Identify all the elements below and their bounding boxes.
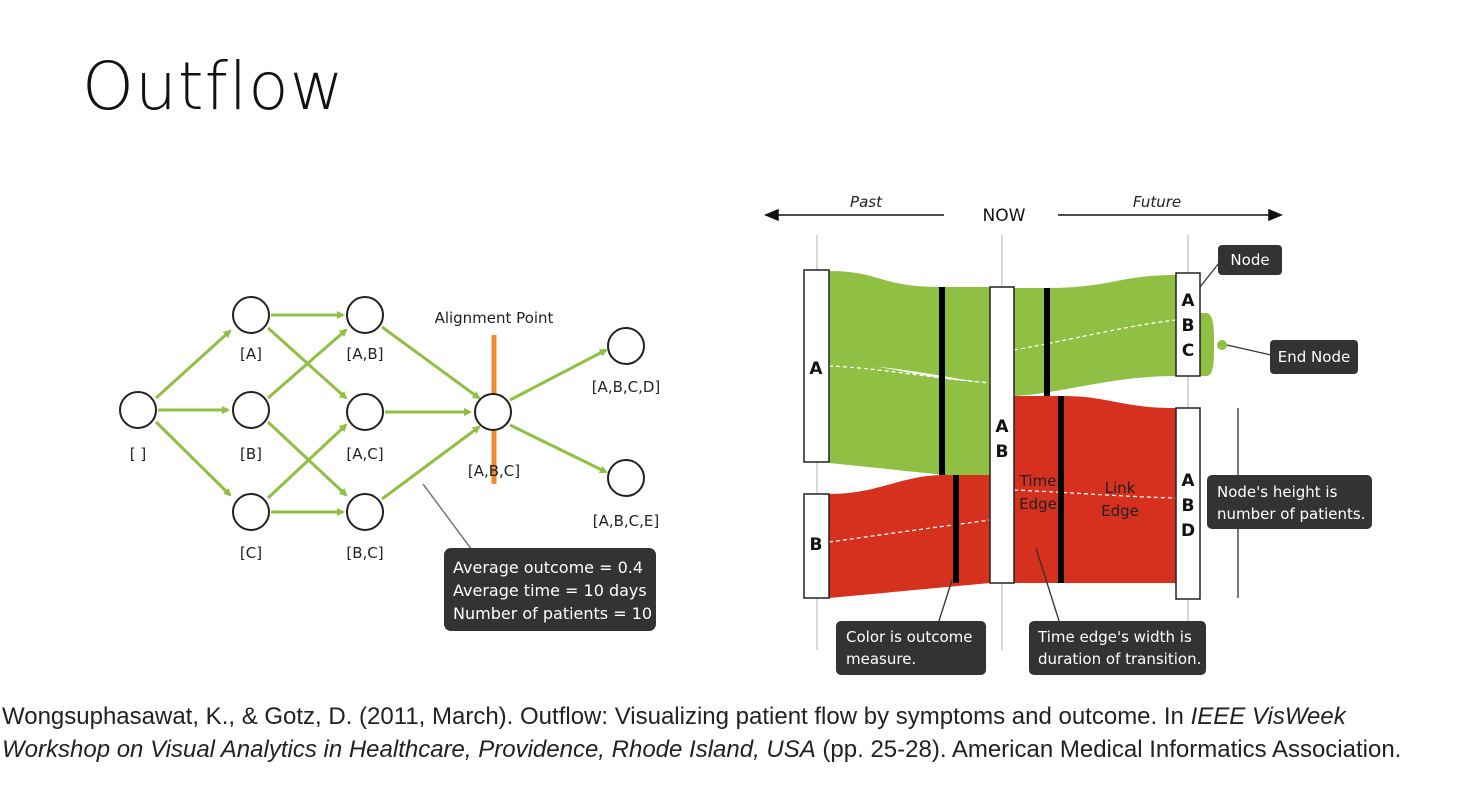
node-b-label: B xyxy=(810,535,823,555)
node-callout-text: Node xyxy=(1230,251,1269,269)
node-ab-box xyxy=(989,286,1015,584)
citation-venue: IEEE VisWeek Workshop on Visual Analytic… xyxy=(2,703,1346,763)
node-abce-label: [A,B,C,E] xyxy=(593,512,660,530)
node-abc-label-1: A xyxy=(1181,291,1195,311)
edge-c-ac xyxy=(266,423,348,500)
node-abc-label: [A,B,C] xyxy=(468,462,520,480)
node-abcd-label: [A,B,C,D] xyxy=(592,378,661,396)
time-edge-bar-a xyxy=(939,287,945,475)
width-callout-line-1: Time edge's width is xyxy=(1037,628,1192,646)
node-abc-label-3: C xyxy=(1182,341,1194,361)
center-line-b xyxy=(828,519,991,543)
node-b-box xyxy=(803,493,830,599)
citation-part-2: (pp. 25-28). American Medical Informatic… xyxy=(815,736,1402,763)
edge-abc-abce xyxy=(509,423,608,474)
citation-part-1: Wongsuphasawat, K., & Gotz, D. (2011, Ma… xyxy=(2,703,1191,730)
slide-title: Outflow xyxy=(82,48,345,125)
time-edge-label-1: Time xyxy=(1019,472,1057,490)
node-a-label: [A] xyxy=(240,345,262,363)
past-arrow-head xyxy=(764,208,779,222)
flow-ab-to-abd-red xyxy=(1014,396,1176,583)
alignment-point-label: Alignment Point xyxy=(435,309,554,327)
node-height-callout-line-1: Node's height is xyxy=(1217,483,1338,501)
center-line-a xyxy=(828,365,991,384)
node-abc-box xyxy=(1175,272,1201,377)
color-callout-line-1: Color is outcome xyxy=(846,628,973,646)
node-abc xyxy=(474,393,512,431)
node-ac-label: [A,C] xyxy=(346,445,383,463)
node-c xyxy=(232,493,270,531)
node-abd-label-2: B xyxy=(1182,496,1195,516)
edge-b-bc xyxy=(266,420,348,497)
end-node-dot xyxy=(1217,340,1227,350)
now-label: NOW xyxy=(983,206,1026,226)
edge-root-c xyxy=(154,420,232,497)
node-abd-label-1: A xyxy=(1181,471,1195,491)
node-c-label: [C] xyxy=(240,544,262,562)
flow-a-to-ab-green xyxy=(829,271,990,382)
link-edge-label-1: Link xyxy=(1105,479,1136,497)
time-edge-label-2: Edge xyxy=(1019,495,1057,513)
time-edge-bar-abc xyxy=(1044,288,1050,396)
citation: Wongsuphasawat, K., & Gotz, D. (2011, Ma… xyxy=(2,700,1442,766)
center-line-abd xyxy=(1013,489,1177,499)
node-ab-label-2: B xyxy=(996,442,1009,462)
node-abcd xyxy=(607,327,645,365)
edge-tooltip xyxy=(444,548,656,631)
node-a-box xyxy=(803,269,830,463)
end-node-callout-pointer xyxy=(1226,344,1272,356)
color-callout-line-2: measure. xyxy=(846,650,916,668)
node-height-callout-line-2: number of patients. xyxy=(1217,505,1366,523)
time-edge-bar-abd xyxy=(1058,396,1064,583)
end-node-callout xyxy=(1270,340,1358,374)
node-ab xyxy=(346,296,384,334)
color-callout-pointer xyxy=(937,579,953,625)
width-callout-pointer xyxy=(1035,547,1061,625)
edge-root-a xyxy=(154,329,232,400)
node-abce xyxy=(607,459,645,497)
node-root xyxy=(119,391,157,429)
node-ab-label-1: A xyxy=(995,417,1009,437)
tooltip-line-outcome: Average outcome = 0.4 xyxy=(453,558,643,577)
end-node-callout-text: End Node xyxy=(1278,348,1350,366)
node-abd-label-3: D xyxy=(1181,521,1195,541)
node-bc-label: [B,C] xyxy=(346,544,383,562)
flow-ab-to-abc-green xyxy=(1014,275,1176,396)
node-abd-box xyxy=(1175,407,1201,600)
node-callout xyxy=(1218,245,1282,275)
edge-bc-abc xyxy=(381,425,481,501)
past-label: Past xyxy=(850,193,883,211)
edge-b-ab xyxy=(267,328,348,400)
node-callout-pointer xyxy=(1199,262,1220,288)
edge-ab-abc xyxy=(381,325,481,400)
outflow-diagram: Past NOW Future A B A B A B C A B D xyxy=(764,193,1372,675)
color-callout xyxy=(836,621,986,675)
node-b xyxy=(232,391,270,429)
tooltip-line-time: Average time = 10 days xyxy=(453,581,647,600)
alignment-tree-diagram: Alignment Point [ ] [A] [B] [C] [A,B] [A… xyxy=(119,296,661,631)
node-ab-label: [A,B] xyxy=(346,345,383,363)
link-edge-label-2: Edge xyxy=(1101,502,1139,520)
node-a-label: A xyxy=(809,359,823,379)
flow-b-to-ab-red xyxy=(829,475,990,598)
node-ac xyxy=(346,393,384,431)
node-root-label: [ ] xyxy=(130,445,146,463)
tooltip-pointer xyxy=(422,483,473,551)
node-bc xyxy=(346,493,384,531)
tree-edges xyxy=(154,311,608,516)
edge-abc-abcd xyxy=(509,348,608,402)
center-line-abc xyxy=(1013,319,1177,351)
tooltip-line-patients: Number of patients = 10 xyxy=(453,604,652,623)
time-edge-bar-b xyxy=(953,475,959,583)
node-height-callout xyxy=(1207,475,1372,529)
future-arrow-head xyxy=(1268,208,1283,222)
future-label: Future xyxy=(1133,193,1181,211)
flow-a-lower-green xyxy=(829,362,990,503)
time-edge-width-callout xyxy=(1029,621,1206,675)
node-abc-label-2: B xyxy=(1182,316,1195,336)
node-a xyxy=(232,296,270,334)
width-callout-line-2: duration of transition. xyxy=(1038,650,1201,668)
node-b-label: [B] xyxy=(240,445,262,463)
